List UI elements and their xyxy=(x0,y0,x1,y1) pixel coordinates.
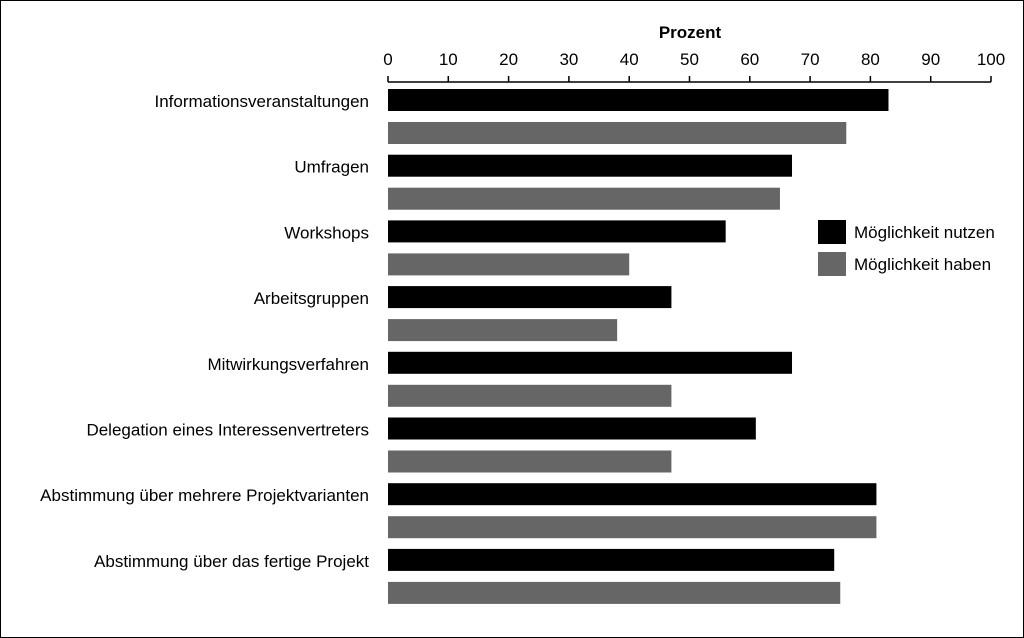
x-axis-title: Prozent xyxy=(659,23,722,42)
bar-nutzen-4 xyxy=(388,351,793,374)
legend-label: Möglichkeit nutzen xyxy=(854,223,995,242)
bar-nutzen-0 xyxy=(388,89,889,111)
x-tick-label: 50 xyxy=(680,50,699,69)
category-label: Abstimmung über das fertige Projekt xyxy=(94,552,369,571)
x-tick-label: 30 xyxy=(559,50,578,69)
x-tick-label: 100 xyxy=(977,50,1005,69)
bar-haben-1 xyxy=(388,187,780,210)
category-label: Arbeitsgruppen xyxy=(254,289,369,308)
x-tick-label: 0 xyxy=(383,50,392,69)
bar-haben-7 xyxy=(388,581,841,604)
legend-label: Möglichkeit haben xyxy=(854,255,991,274)
category-label: Delegation eines Interessenvertreters xyxy=(86,421,369,440)
legend: Möglichkeit nutzen Möglichkeit haben xyxy=(818,220,995,276)
legend-swatch xyxy=(818,252,846,276)
x-axis: 0 10 20 30 40 50 60 70 80 90 100 xyxy=(383,50,1005,83)
bar-nutzen-1 xyxy=(388,154,793,177)
category-label: Umfragen xyxy=(294,158,369,177)
x-tick-label: 80 xyxy=(861,50,880,69)
x-tick-label: 60 xyxy=(740,50,759,69)
x-tick-label: 10 xyxy=(439,50,458,69)
category-label: Workshops xyxy=(284,223,369,242)
bar-haben-2 xyxy=(388,253,630,276)
legend-swatch xyxy=(818,220,846,244)
category-label: Mitwirkungsverfahren xyxy=(207,355,369,374)
bar-nutzen-3 xyxy=(388,286,672,309)
x-tick-label: 70 xyxy=(801,50,820,69)
bar-nutzen-7 xyxy=(388,548,835,571)
bar-haben-0 xyxy=(388,122,847,144)
category-label: Informationsveranstaltungen xyxy=(154,92,369,111)
bar-haben-6 xyxy=(388,516,877,539)
x-tick-label: 20 xyxy=(499,50,518,69)
bar-nutzen-6 xyxy=(388,483,877,506)
bar-haben-3 xyxy=(388,319,618,342)
x-tick-label: 40 xyxy=(620,50,639,69)
bar-haben-4 xyxy=(388,384,672,407)
bar-nutzen-5 xyxy=(388,417,756,440)
bar-haben-5 xyxy=(388,450,672,473)
category-labels: Informationsveranstaltungen Umfragen Works… xyxy=(40,92,369,571)
bar-nutzen-2 xyxy=(388,220,726,243)
bars xyxy=(388,89,889,604)
category-label: Abstimmung über mehrere Projektvarianten xyxy=(40,486,369,505)
x-tick-label: 90 xyxy=(921,50,940,69)
